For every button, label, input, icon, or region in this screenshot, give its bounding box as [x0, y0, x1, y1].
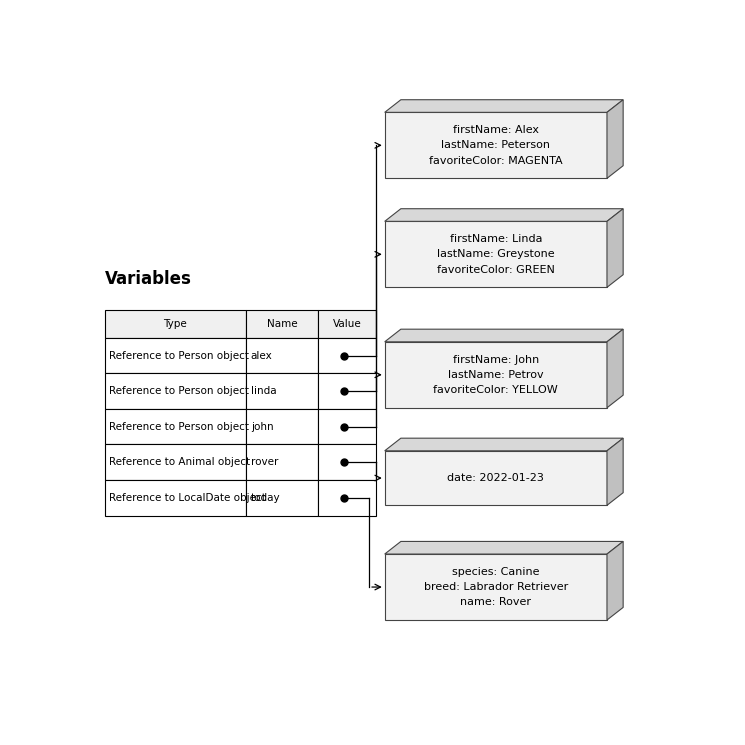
Bar [318, 310, 376, 337]
Text: Value: Value [333, 319, 361, 329]
Bar [246, 373, 318, 409]
Polygon shape [607, 438, 623, 505]
Text: john: john [251, 422, 273, 431]
Bar [318, 409, 376, 445]
Bar [104, 445, 246, 480]
Text: Reference to LocalDate object: Reference to LocalDate object [110, 493, 266, 503]
Text: Reference to Person object: Reference to Person object [110, 422, 250, 431]
Polygon shape [384, 112, 607, 178]
Bar [246, 445, 318, 480]
Bar [318, 480, 376, 516]
Text: Reference to Animal object: Reference to Animal object [110, 457, 250, 467]
Text: Variables: Variables [104, 270, 191, 288]
Bar [104, 373, 246, 409]
Text: firstName: John
lastName: Petrov
favoriteColor: YELLOW: firstName: John lastName: Petrov favorit… [434, 355, 558, 395]
Text: rover: rover [251, 457, 278, 467]
Text: Type: Type [163, 319, 187, 329]
Text: Reference to Person object: Reference to Person object [110, 386, 250, 396]
Polygon shape [384, 329, 623, 342]
Bar [246, 480, 318, 516]
Bar [246, 409, 318, 445]
Polygon shape [607, 542, 623, 620]
Polygon shape [384, 451, 607, 505]
Text: firstName: Alex
lastName: Peterson
favoriteColor: MAGENTA: firstName: Alex lastName: Peterson favor… [429, 125, 562, 165]
Polygon shape [384, 554, 607, 620]
Bar [318, 337, 376, 373]
Polygon shape [607, 100, 623, 178]
Text: firstName: Linda
lastName: Greystone
favoriteColor: GREEN: firstName: Linda lastName: Greystone fav… [437, 234, 555, 274]
Polygon shape [384, 342, 607, 408]
Text: date: 2022-01-23: date: 2022-01-23 [448, 473, 545, 483]
Polygon shape [384, 100, 623, 112]
Text: Reference to Person object: Reference to Person object [110, 351, 250, 361]
Bar [104, 310, 246, 337]
Polygon shape [384, 221, 607, 288]
Text: alex: alex [251, 351, 273, 361]
Bar [246, 310, 318, 337]
Text: linda: linda [251, 386, 276, 396]
Polygon shape [607, 209, 623, 288]
Polygon shape [384, 542, 623, 554]
Polygon shape [607, 329, 623, 408]
Text: species: Canine
breed: Labrador Retriever
name: Rover: species: Canine breed: Labrador Retrieve… [424, 567, 568, 607]
Text: Name: Name [267, 319, 297, 329]
Bar [318, 445, 376, 480]
Polygon shape [384, 209, 623, 221]
Bar [104, 409, 246, 445]
Bar [318, 373, 376, 409]
Bar [246, 337, 318, 373]
Polygon shape [384, 438, 623, 451]
Text: today: today [251, 493, 280, 503]
Bar [104, 480, 246, 516]
Bar [104, 337, 246, 373]
